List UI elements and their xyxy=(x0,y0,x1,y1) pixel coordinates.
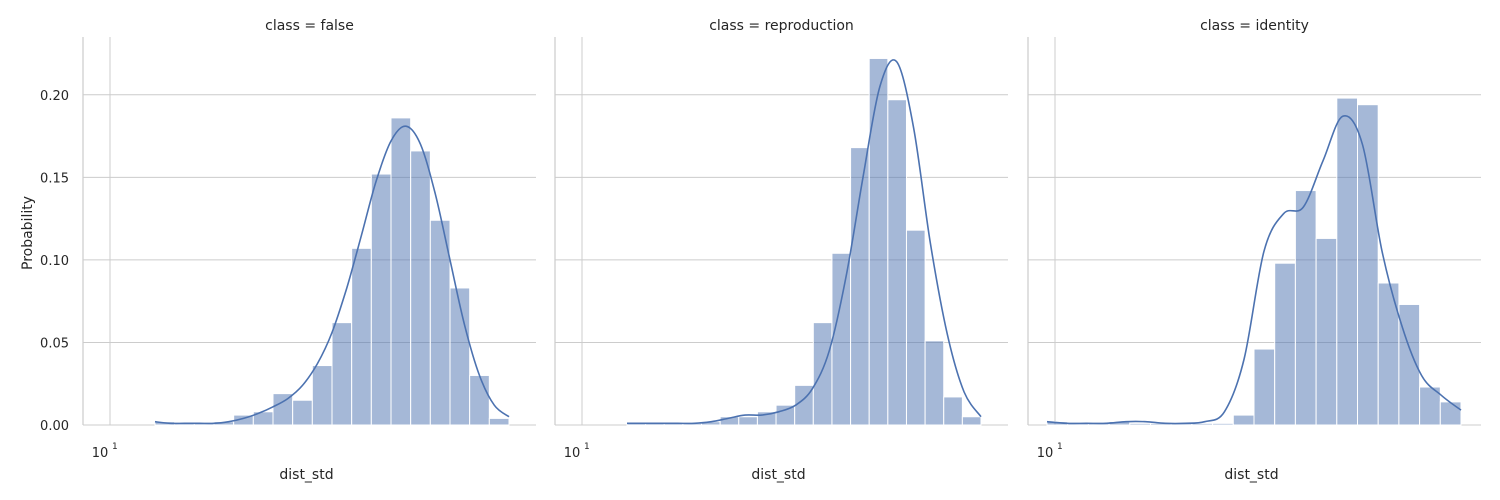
histogram-bar xyxy=(868,57,889,426)
x-tick-label-exponent: 1 xyxy=(584,442,590,452)
panel-3: class = identity 10 1 dist_std xyxy=(1027,18,1481,483)
histogram-bar xyxy=(429,219,451,426)
histogram-bar xyxy=(961,416,982,426)
histogram-bar xyxy=(738,416,758,426)
panel-title: class = reproduction xyxy=(709,18,854,34)
histogram-bar xyxy=(292,399,313,426)
y-tick-label: 0.10 xyxy=(40,254,69,269)
histogram-bar xyxy=(1357,104,1379,426)
histogram-bar xyxy=(469,374,490,426)
histogram-bar xyxy=(1253,348,1276,426)
x-tick-label-exponent: 1 xyxy=(112,442,118,452)
x-tick-label: 10 xyxy=(92,446,109,461)
histogram-bar xyxy=(311,365,333,426)
histogram-bar xyxy=(1336,97,1359,426)
histogram-bar xyxy=(1129,422,1152,426)
x-axis-label: dist_std xyxy=(1224,467,1278,483)
histogram-bar xyxy=(1274,262,1296,426)
panel-2: class = reproduction 10 1 dist_std xyxy=(554,18,1008,483)
histogram-bar xyxy=(905,229,926,426)
histogram-bar xyxy=(850,147,870,426)
histogram-bar xyxy=(1439,401,1462,426)
histogram-bar xyxy=(887,99,907,426)
histogram-bar xyxy=(272,393,294,426)
x-axis-label: dist_std xyxy=(751,467,805,483)
histogram-bar xyxy=(1232,414,1255,426)
histogram-bar xyxy=(1294,190,1317,426)
histogram-bar xyxy=(449,287,471,426)
x-tick-label: 10 xyxy=(1037,446,1054,461)
histogram-bar xyxy=(831,252,852,426)
histogram-bar xyxy=(1212,422,1234,426)
histogram-bar xyxy=(924,340,945,426)
panel-title: class = identity xyxy=(1200,18,1309,34)
y-axis-label: Probability xyxy=(20,196,36,270)
histogram-bar xyxy=(351,247,372,426)
kde-curve xyxy=(154,125,510,425)
kde-curve xyxy=(627,59,982,425)
x-tick-label: 10 xyxy=(564,446,581,461)
histogram-bar xyxy=(488,417,510,426)
panel-title: class = false xyxy=(265,18,354,34)
histogram-bar xyxy=(331,322,353,426)
histogram-bar xyxy=(812,322,833,426)
y-tick-label: 0.05 xyxy=(40,336,69,351)
y-tick-label: 0.00 xyxy=(40,419,69,434)
histogram-bar xyxy=(390,117,412,426)
histogram-bar xyxy=(410,150,431,426)
histogram-bar xyxy=(1315,237,1338,426)
y-tick-label: 0.20 xyxy=(40,89,69,104)
histogram-bar xyxy=(943,396,963,426)
x-axis-label: dist_std xyxy=(279,467,333,483)
panel-1: class = false 0.00 0.05 0.10 0.15 0.20 10 1 dist… xyxy=(20,18,536,483)
x-tick-label-exponent: 1 xyxy=(1057,442,1063,452)
kde-curve xyxy=(1046,114,1462,425)
histogram-bar xyxy=(370,173,392,426)
y-tick-label: 0.15 xyxy=(40,171,69,186)
